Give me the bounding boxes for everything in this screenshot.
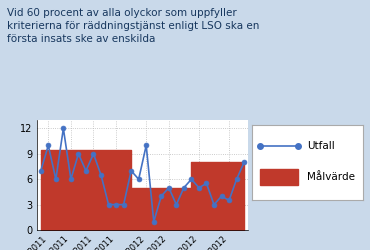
Text: Målvärde: Målvärde [307,172,355,182]
Bar [260,168,298,185]
Text: Vid 60 procent av alla olyckor som uppfyller
kriterierna för räddningstjänst enl: Vid 60 procent av alla olyckor som uppfy… [7,8,260,44]
Text: Utfall: Utfall [307,141,335,151]
